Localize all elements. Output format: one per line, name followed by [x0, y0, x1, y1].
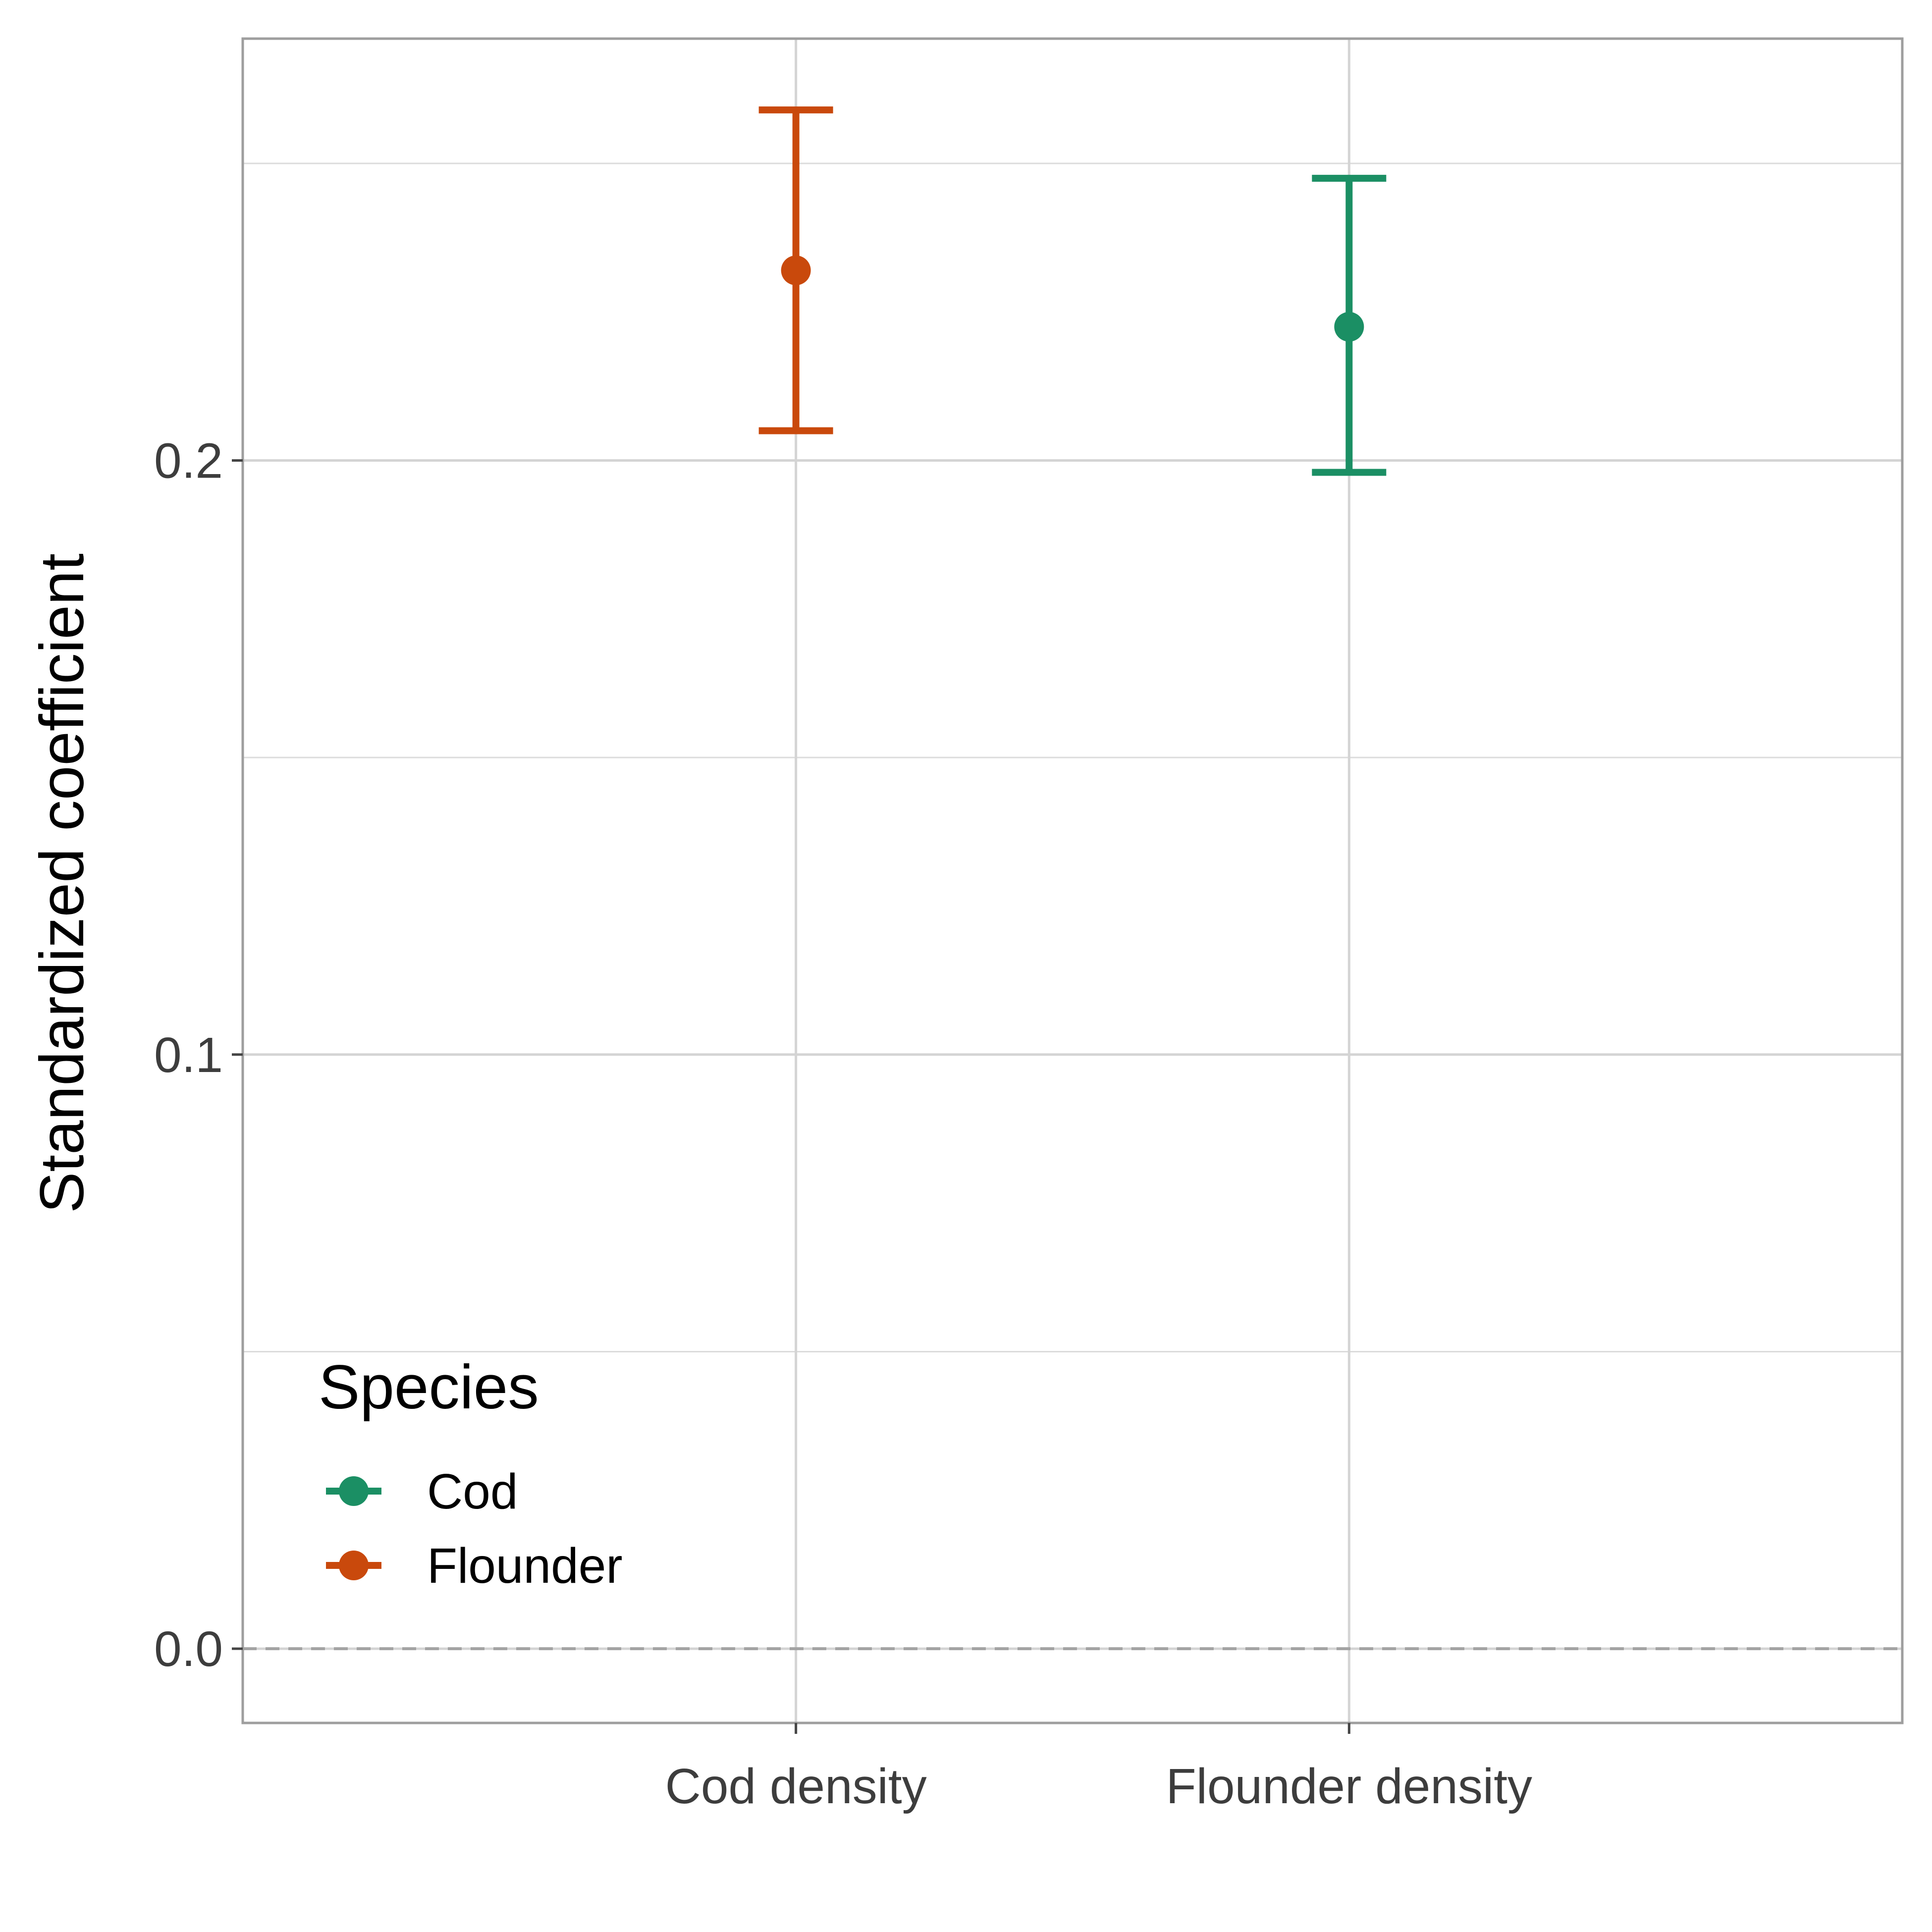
legend-entry-cod: Cod [326, 1464, 518, 1519]
series-cod [1312, 174, 1387, 476]
estimate-point [1334, 312, 1364, 342]
legend-label: Cod [427, 1464, 518, 1519]
grid-minor [243, 162, 1902, 1352]
y-axis-title: Standardized coefficient [28, 553, 97, 1213]
series-flounder [758, 106, 833, 434]
y-tick-label: 0.0 [154, 1621, 223, 1677]
x-axis: Cod density Flounder density [665, 1723, 1532, 1814]
x-tick-label: Flounder density [1166, 1759, 1532, 1814]
legend-key-point [339, 1551, 369, 1580]
x-tick-label: Cod density [665, 1759, 927, 1814]
estimate-point [781, 255, 811, 285]
legend-key-point [339, 1476, 369, 1506]
y-tick-label: 0.2 [154, 433, 223, 488]
series-layer [758, 106, 1387, 476]
legend: Species Cod Flounder [319, 1353, 623, 1594]
legend-title: Species [319, 1353, 539, 1422]
panel-border [241, 37, 1904, 1724]
y-tick-label: 0.1 [154, 1027, 223, 1083]
legend-entry-flounder: Flounder [326, 1538, 623, 1594]
legend-label: Flounder [427, 1538, 623, 1594]
y-axis: 0.0 0.1 0.2 [154, 433, 243, 1677]
